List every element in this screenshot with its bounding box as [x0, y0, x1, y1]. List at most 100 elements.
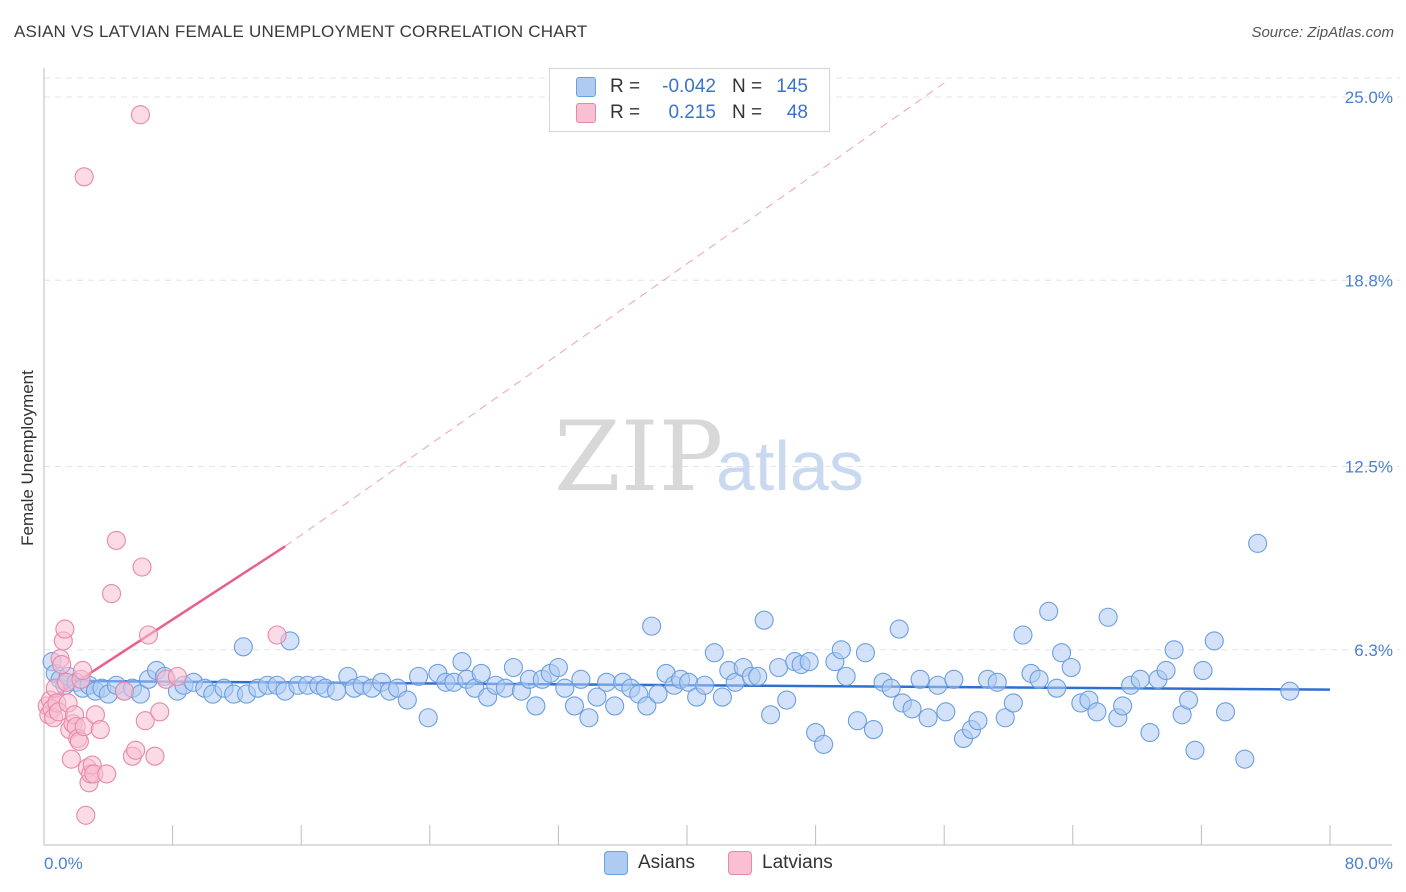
asians-legend-label: Asians — [638, 852, 696, 873]
point-asians — [327, 681, 347, 701]
point-asians — [587, 687, 607, 707]
point-asians — [397, 690, 417, 710]
point-asians — [831, 640, 851, 660]
latvians-legend-swatch — [728, 851, 752, 875]
point-asians — [754, 610, 774, 630]
point-asians — [1193, 660, 1213, 681]
data-points — [37, 105, 1300, 825]
point-asians — [418, 708, 438, 728]
point-asians — [1280, 681, 1300, 701]
point-asians — [233, 637, 253, 657]
point-asians — [881, 678, 901, 698]
point-asians — [1178, 690, 1199, 710]
point-asians — [1087, 702, 1107, 722]
point-asians — [1164, 640, 1184, 660]
point-asians — [855, 643, 875, 663]
point-asians — [1248, 533, 1268, 553]
bottom-legend-asians[interactable]: Asians — [604, 851, 695, 875]
point-asians — [814, 734, 834, 754]
point-asians — [928, 675, 948, 695]
point-asians — [637, 696, 657, 716]
series-asians — [42, 533, 1300, 769]
point-asians — [1204, 631, 1224, 651]
point-latvians — [97, 764, 117, 784]
watermark-zip: ZIP — [554, 401, 723, 513]
point-asians — [695, 675, 715, 695]
y-tick-label: 6.3% — [1354, 641, 1393, 660]
point-latvians — [126, 740, 146, 760]
y-tick-label: 18.8% — [1345, 271, 1393, 290]
point-asians — [1039, 601, 1059, 621]
point-asians — [495, 678, 515, 698]
point-asians — [408, 666, 429, 686]
watermark-atlas: atlas — [716, 427, 864, 505]
correlation-legend: R = -0.042 N = 145 R = 0.215 N = 48 — [549, 68, 830, 132]
point-asians — [571, 669, 591, 689]
point-asians — [1215, 702, 1236, 722]
x-tick-label: 80.0% — [1345, 854, 1393, 873]
legend-row-asians: R = -0.042 N = 145 — [550, 74, 808, 100]
bottom-legend-latvians[interactable]: Latvians — [728, 851, 833, 875]
gridlines — [44, 77, 1400, 651]
point-latvians — [150, 702, 170, 722]
point-latvians — [267, 625, 287, 645]
source-label: Source: ZipAtlas.com — [1251, 24, 1394, 41]
point-asians — [1098, 607, 1118, 627]
legend-n-label: N = — [732, 102, 763, 123]
point-asians — [1061, 657, 1081, 678]
latvians-swatch — [576, 103, 596, 123]
point-asians — [847, 711, 867, 731]
point-asians — [564, 696, 585, 716]
legend-r-value-latvians: 0.215 — [668, 102, 716, 123]
x-tick-label: 0.0% — [44, 854, 83, 873]
asians-swatch — [576, 77, 596, 97]
point-asians — [648, 684, 668, 704]
legend-n-value-latvians: 48 — [786, 102, 808, 123]
point-asians — [1235, 749, 1255, 769]
series-latvians — [37, 105, 287, 825]
point-asians — [503, 657, 523, 678]
point-asians — [1156, 660, 1176, 681]
latvians-legend-label: Latvians — [762, 852, 833, 873]
point-latvians — [61, 749, 81, 769]
point-asians — [526, 696, 546, 716]
point-latvians — [130, 105, 150, 125]
point-latvians — [145, 746, 165, 766]
point-asians — [1013, 625, 1033, 645]
point-asians — [548, 657, 568, 678]
legend-r-label: R = — [610, 76, 641, 97]
point-asians — [1130, 669, 1150, 689]
point-asians — [452, 652, 472, 672]
chart-title: ASIAN VS LATVIAN FEMALE UNEMPLOYMENT COR… — [14, 22, 588, 41]
point-asians — [712, 687, 732, 707]
point-asians — [555, 678, 575, 698]
point-latvians — [106, 530, 126, 550]
point-asians — [944, 669, 964, 689]
point-asians — [769, 657, 789, 678]
point-latvians — [167, 666, 187, 686]
point-latvians — [74, 167, 94, 187]
legend-n-value-asians: 145 — [776, 76, 808, 97]
point-asians — [995, 708, 1015, 728]
point-asians — [471, 663, 491, 683]
point-asians — [1185, 740, 1205, 760]
point-asians — [579, 708, 599, 728]
point-asians — [936, 702, 956, 722]
point-asians — [1047, 678, 1067, 698]
point-latvians — [90, 720, 110, 740]
point-latvians — [135, 711, 155, 731]
point-asians — [799, 652, 819, 672]
point-asians — [704, 643, 724, 663]
point-asians — [836, 666, 856, 686]
point-latvians — [73, 660, 93, 681]
legend-n-label: N = — [732, 76, 763, 97]
legend-r-value-asians: -0.042 — [662, 76, 716, 97]
point-asians — [597, 672, 617, 692]
y-tick-label: 25.0% — [1345, 88, 1393, 107]
point-asians — [863, 720, 884, 740]
tick-labels: 6.3% 12.5% 18.8% 25.0% 0.0% 80.0% — [44, 88, 1393, 873]
point-asians — [1051, 643, 1072, 663]
point-asians — [902, 699, 922, 719]
point-asians — [605, 696, 625, 716]
